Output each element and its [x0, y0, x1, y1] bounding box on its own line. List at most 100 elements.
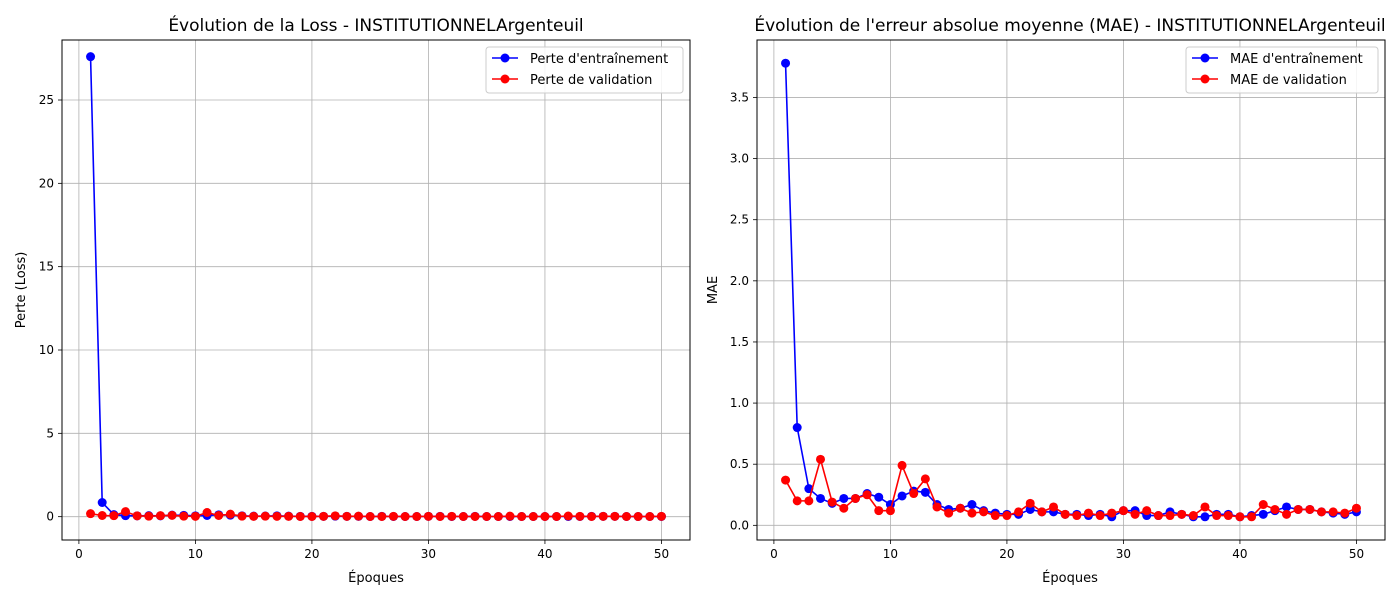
data-point — [792, 496, 802, 506]
data-point — [1142, 506, 1152, 516]
data-point — [897, 491, 907, 501]
data-point — [412, 512, 422, 521]
data-point — [307, 512, 317, 521]
ticks: 0 10 20 30 40 50 0.0 0.5 1.0 1.5 2.0 2.5 3.0 3.5 — [730, 90, 1364, 561]
data-point — [1235, 512, 1245, 522]
chart-title: Évolution de l'erreur absolue moyenne (M… — [754, 14, 1385, 36]
data-point — [365, 512, 375, 521]
data-point — [850, 493, 860, 503]
data-point — [1025, 498, 1035, 508]
data-point — [121, 507, 130, 517]
data-point — [1165, 511, 1175, 521]
data-point — [447, 511, 457, 521]
data-point — [1095, 511, 1105, 521]
data-point — [1317, 507, 1326, 517]
data-point — [1188, 511, 1198, 521]
legend-box — [485, 46, 684, 94]
data-point — [330, 511, 340, 521]
data-point — [1328, 507, 1338, 517]
y-tick-label: 3.5 — [730, 90, 749, 104]
y-tick-label: 1.5 — [730, 335, 749, 349]
data-point — [1200, 512, 1210, 522]
legend-label-train: MAE d'entraînement — [1230, 52, 1363, 67]
data-point — [1037, 507, 1047, 517]
x-tick-label: 40 — [1232, 547, 1247, 561]
data-point — [97, 498, 107, 507]
data-point — [505, 511, 515, 521]
data-point — [990, 511, 1000, 521]
data-point — [1049, 502, 1059, 512]
data-point — [190, 511, 200, 521]
data-point — [86, 52, 96, 62]
data-point — [155, 511, 165, 521]
data-point — [862, 490, 872, 500]
data-point — [804, 496, 814, 506]
data-point — [214, 511, 224, 520]
data-point — [874, 506, 884, 516]
x-tick-label: 0 — [770, 547, 778, 561]
chart-title: Évolution de la Loss - INSTITUTIONNELArg… — [168, 14, 583, 36]
legend-marker-val — [500, 74, 510, 84]
y-tick-label: 0 — [46, 510, 54, 524]
data-point — [1153, 511, 1163, 521]
data-point — [920, 474, 930, 484]
data-point — [563, 511, 573, 521]
x-tick-label: 10 — [883, 547, 898, 561]
y-axis-label: Perte (Loss) — [14, 252, 29, 329]
plot-frame — [61, 39, 691, 541]
data-point — [827, 497, 837, 507]
x-axis-label: Époques — [1042, 570, 1098, 586]
x-tick-label: 10 — [188, 547, 203, 561]
data-point — [1258, 500, 1268, 510]
data-point — [967, 508, 977, 518]
legend: MAE d'entraînement MAE de validation — [1185, 46, 1379, 94]
y-tick-label: 5 — [46, 426, 54, 440]
legend-label-val: MAE de validation — [1230, 73, 1347, 88]
data-point — [225, 509, 235, 519]
data-point — [897, 460, 907, 470]
x-tick-label: 50 — [654, 547, 669, 561]
data-point — [1305, 504, 1315, 514]
legend: Perte d'entraînement Perte de validation — [485, 46, 684, 94]
data-point — [388, 511, 398, 521]
x-tick-label: 20 — [304, 547, 319, 561]
data-point — [979, 507, 989, 517]
data-point — [1258, 509, 1268, 519]
data-point — [645, 512, 655, 521]
data-point — [144, 511, 154, 521]
legend-marker-train — [1200, 53, 1210, 63]
y-tick-label: 1.0 — [730, 396, 749, 410]
y-tick-label: 25 — [39, 93, 54, 107]
data-point — [909, 489, 919, 499]
data-point — [874, 492, 884, 502]
data-point — [1282, 502, 1292, 512]
data-point — [540, 512, 550, 521]
grid — [62, 40, 690, 540]
data-point — [781, 475, 791, 485]
data-point — [272, 511, 282, 521]
x-tick-label: 50 — [1349, 547, 1364, 561]
legend-label-train: Perte d'entraînement — [530, 52, 668, 67]
data-point — [284, 511, 294, 521]
data-point — [1282, 509, 1292, 519]
y-tick-label: 3.0 — [730, 152, 749, 166]
data-point — [552, 512, 562, 521]
data-point — [967, 500, 977, 510]
data-point — [354, 511, 364, 521]
data-point — [202, 508, 212, 517]
data-point — [1177, 509, 1187, 519]
data-point — [839, 503, 849, 513]
x-tick-label: 20 — [999, 547, 1014, 561]
x-axis-label: Époques — [348, 570, 404, 586]
y-tick-label: 0.0 — [730, 518, 749, 532]
data-point — [377, 512, 387, 521]
y-tick-label: 10 — [39, 343, 54, 357]
loss-chart: Évolution de la Loss - INSTITUTIONNELArg… — [14, 14, 691, 586]
data-point — [1340, 508, 1350, 518]
y-tick-label: 15 — [39, 260, 54, 274]
data-point — [598, 511, 608, 521]
x-tick-label: 40 — [537, 547, 552, 561]
data-point — [885, 506, 895, 516]
data-point — [622, 512, 631, 521]
